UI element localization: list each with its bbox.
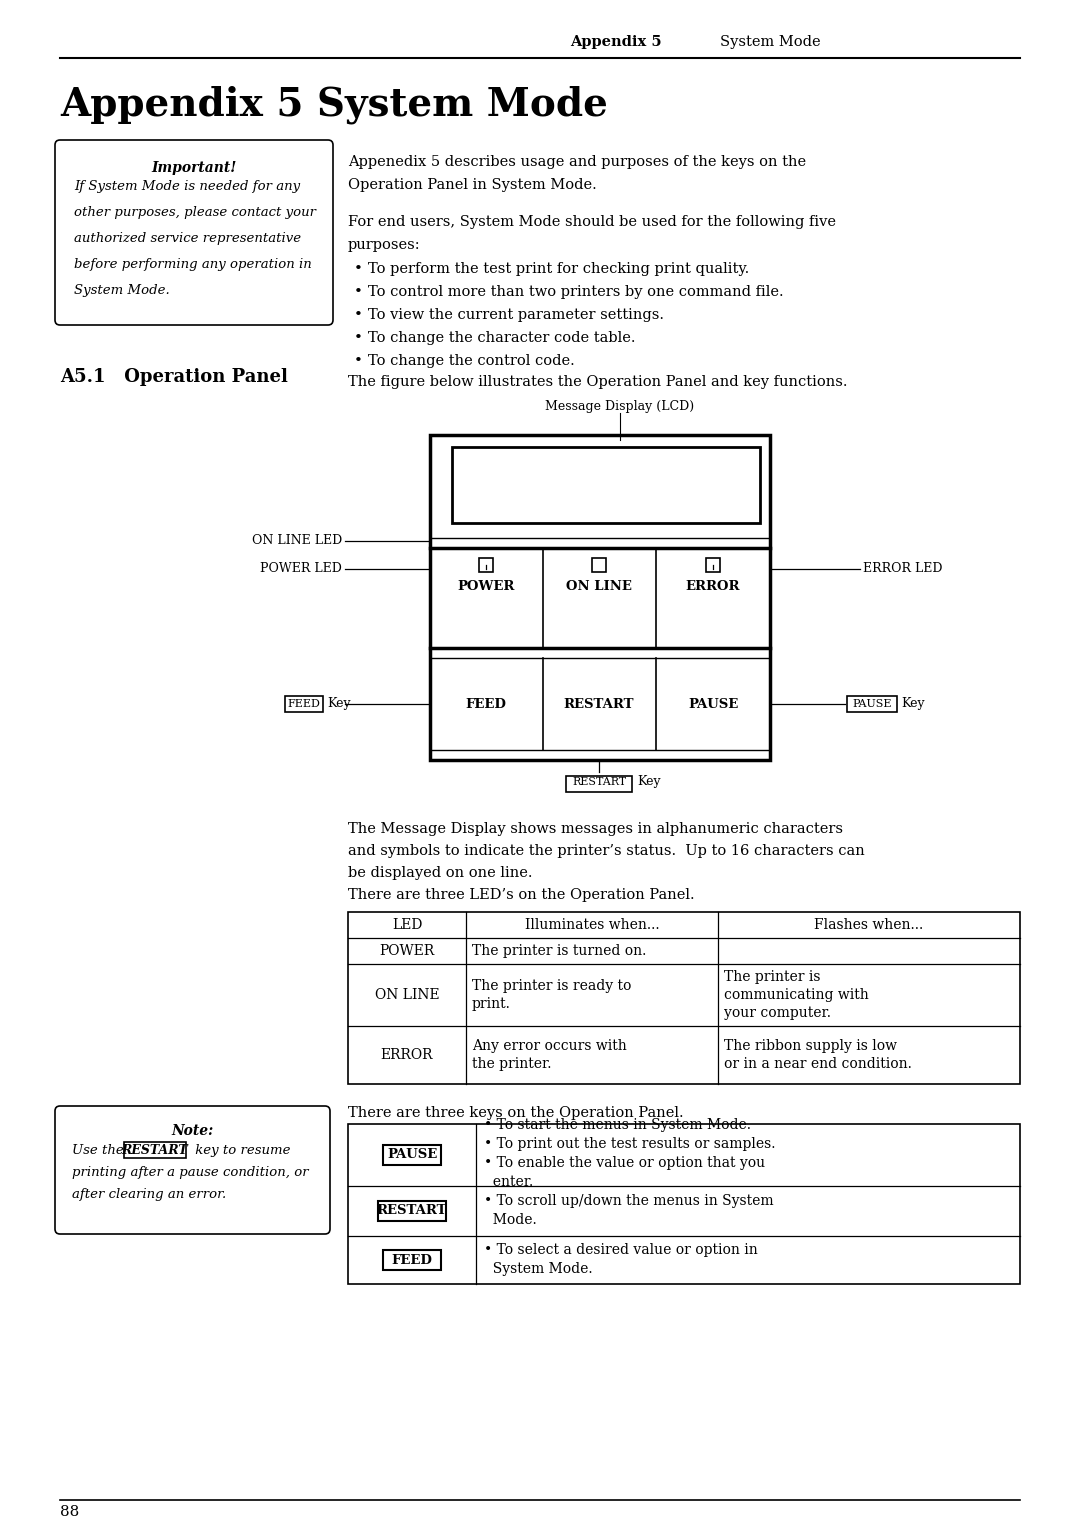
- Text: System Mode: System Mode: [720, 35, 821, 49]
- Text: PAUSE: PAUSE: [688, 697, 738, 711]
- Text: ERROR: ERROR: [381, 1048, 433, 1062]
- Bar: [348, 912, 1020, 1083]
- Bar: [453, 448, 760, 523]
- Text: RESTART: RESTART: [377, 1204, 447, 1218]
- Text: print.: print.: [472, 996, 511, 1012]
- Text: • To start the menus in System Mode.: • To start the menus in System Mode.: [484, 1118, 751, 1132]
- Text: your computer.: your computer.: [724, 1005, 831, 1021]
- Text: System Mode.: System Mode.: [75, 284, 170, 296]
- FancyBboxPatch shape: [55, 141, 333, 325]
- Text: The Message Display shows messages in alphanumeric characters: The Message Display shows messages in al…: [348, 822, 843, 836]
- Text: Key: Key: [327, 697, 351, 711]
- Text: For end users, System Mode should be used for the following five: For end users, System Mode should be use…: [348, 215, 836, 229]
- Text: •: •: [354, 354, 363, 368]
- Text: the printer.: the printer.: [472, 1057, 552, 1071]
- Text: Message Display (LCD): Message Display (LCD): [545, 400, 694, 413]
- Text: To control more than two printers by one command file.: To control more than two printers by one…: [368, 286, 784, 299]
- Text: To change the control code.: To change the control code.: [368, 354, 575, 368]
- Text: Any error occurs with: Any error occurs with: [472, 1039, 626, 1053]
- Text: printing after a pause condition, or: printing after a pause condition, or: [72, 1166, 309, 1180]
- Text: RESTART: RESTART: [564, 697, 634, 711]
- FancyBboxPatch shape: [55, 1106, 330, 1235]
- Text: The ribbon supply is low: The ribbon supply is low: [724, 1039, 897, 1053]
- Text: key to resume: key to resume: [191, 1144, 291, 1157]
- Text: The printer is ready to: The printer is ready to: [472, 979, 632, 993]
- Text: POWER: POWER: [379, 944, 434, 958]
- Text: ON LINE: ON LINE: [566, 581, 632, 593]
- Text: FEED: FEED: [287, 698, 321, 709]
- Text: POWER LED: POWER LED: [260, 562, 342, 576]
- Text: 88: 88: [60, 1505, 79, 1519]
- Text: ERROR LED: ERROR LED: [863, 562, 943, 576]
- Bar: [383, 1144, 441, 1164]
- Bar: [378, 1201, 446, 1221]
- Text: Appendix 5: Appendix 5: [570, 35, 662, 49]
- Text: Key: Key: [637, 776, 661, 788]
- Text: or in a near end condition.: or in a near end condition.: [724, 1057, 912, 1071]
- Bar: [383, 1250, 441, 1270]
- Text: There are three LED’s on the Operation Panel.: There are three LED’s on the Operation P…: [348, 888, 694, 902]
- Text: ON LINE LED: ON LINE LED: [252, 535, 342, 547]
- Text: System Mode.: System Mode.: [484, 1262, 593, 1276]
- Text: enter.: enter.: [484, 1175, 534, 1189]
- Text: •: •: [354, 309, 363, 322]
- Text: RESTART: RESTART: [122, 1143, 188, 1157]
- Text: authorized service representative: authorized service representative: [75, 232, 301, 244]
- Text: FEED: FEED: [392, 1253, 432, 1267]
- Text: •: •: [354, 332, 363, 345]
- Bar: [124, 1141, 186, 1158]
- Text: and symbols to indicate the printer’s status.  Up to 16 characters can: and symbols to indicate the printer’s st…: [348, 843, 865, 859]
- Text: Important!: Important!: [151, 160, 237, 176]
- Bar: [847, 695, 897, 712]
- Text: RESTART: RESTART: [572, 778, 626, 787]
- Text: There are three keys on the Operation Panel.: There are three keys on the Operation Pa…: [348, 1106, 684, 1120]
- Bar: [430, 435, 770, 759]
- Text: LED: LED: [392, 918, 422, 932]
- Bar: [706, 558, 720, 571]
- Text: • To print out the test results or samples.: • To print out the test results or sampl…: [484, 1137, 775, 1151]
- Text: be displayed on one line.: be displayed on one line.: [348, 866, 532, 880]
- Bar: [566, 776, 632, 792]
- Text: The figure below illustrates the Operation Panel and key functions.: The figure below illustrates the Operati…: [348, 374, 848, 390]
- Text: Appenedix 5 describes usage and purposes of the keys on the: Appenedix 5 describes usage and purposes…: [348, 154, 806, 170]
- Text: The printer is: The printer is: [724, 970, 821, 984]
- Text: To change the character code table.: To change the character code table.: [368, 332, 635, 345]
- Text: • To select a desired value or option in: • To select a desired value or option in: [484, 1242, 758, 1258]
- Text: • To enable the value or option that you: • To enable the value or option that you: [484, 1157, 765, 1170]
- Bar: [285, 695, 323, 712]
- Text: PAUSE: PAUSE: [852, 698, 892, 709]
- Text: PAUSE: PAUSE: [387, 1149, 437, 1161]
- Text: after clearing an error.: after clearing an error.: [72, 1187, 226, 1201]
- Bar: [592, 558, 606, 571]
- Text: Flashes when...: Flashes when...: [814, 918, 923, 932]
- Text: Mode.: Mode.: [484, 1213, 537, 1227]
- Text: Operation Panel in System Mode.: Operation Panel in System Mode.: [348, 177, 597, 193]
- Text: To perform the test print for checking print quality.: To perform the test print for checking p…: [368, 261, 750, 277]
- Text: To view the current parameter settings.: To view the current parameter settings.: [368, 309, 664, 322]
- Text: • To scroll up/down the menus in System: • To scroll up/down the menus in System: [484, 1193, 773, 1209]
- Text: A5.1   Operation Panel: A5.1 Operation Panel: [60, 368, 288, 387]
- Text: The printer is turned on.: The printer is turned on.: [472, 944, 646, 958]
- Text: before performing any operation in: before performing any operation in: [75, 258, 312, 270]
- Text: Note:: Note:: [171, 1125, 213, 1138]
- Text: •: •: [354, 261, 363, 277]
- Text: communicating with: communicating with: [724, 989, 868, 1002]
- Text: POWER: POWER: [457, 581, 515, 593]
- Text: purposes:: purposes:: [348, 238, 420, 252]
- Bar: [348, 1125, 1020, 1284]
- Bar: [480, 558, 492, 571]
- Text: ON LINE: ON LINE: [375, 989, 440, 1002]
- Text: •: •: [354, 286, 363, 299]
- Text: If System Mode is needed for any: If System Mode is needed for any: [75, 180, 300, 193]
- Text: ERROR: ERROR: [686, 581, 740, 593]
- Text: Illuminates when...: Illuminates when...: [525, 918, 659, 932]
- Text: Use the: Use the: [72, 1144, 129, 1157]
- Text: FEED: FEED: [465, 697, 507, 711]
- Text: Appendix 5 System Mode: Appendix 5 System Mode: [60, 86, 608, 124]
- Text: other purposes, please contact your: other purposes, please contact your: [75, 206, 316, 219]
- Text: Key: Key: [901, 697, 924, 711]
